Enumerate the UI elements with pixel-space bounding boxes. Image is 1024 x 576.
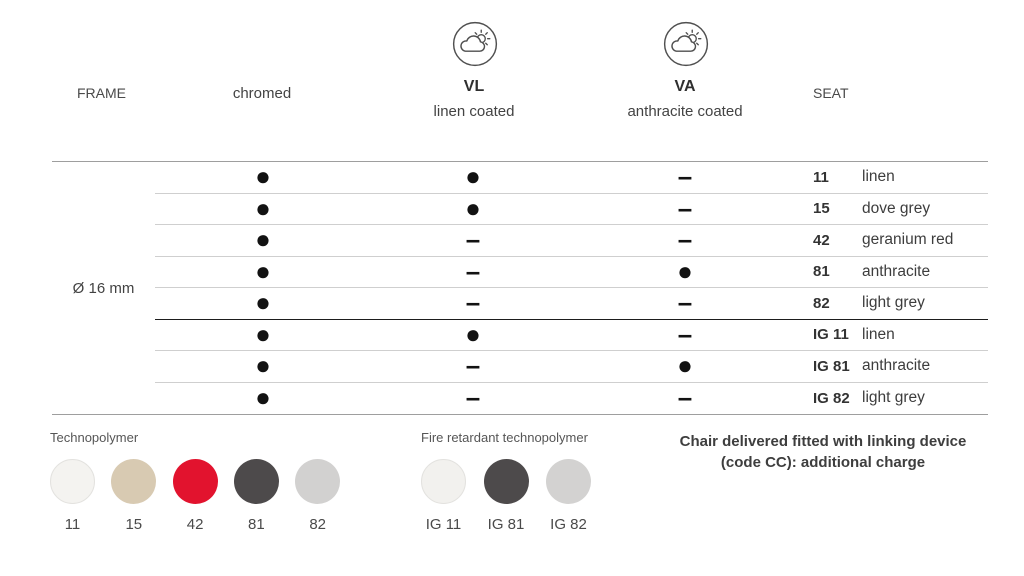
table-row-15: ● ● – 15 dove grey [155,192,988,225]
color-swatch [233,459,279,504]
va-availability-mark: – [677,192,693,223]
note-line-1: Chair delivered fitted with linking devi… [679,433,967,450]
vl-availability-mark: – [465,287,481,318]
vl-column-header: VL linen coated [434,78,515,120]
chromed-availability-mark: ● [255,318,271,349]
chromed-availability-mark: ● [255,224,271,255]
swatch-code: IG 81 [487,516,525,533]
vl-availability-mark: – [465,224,481,255]
linking-device-note: Chair delivered fitted with linking devi… [658,431,988,473]
color-swatch [483,459,529,504]
table-row-ig82: ● – – IG 82 light grey [155,383,988,415]
note-line-2: (code CC): additional charge [720,454,926,471]
swatch-item-82: 82 [295,459,341,533]
seat-color-name: linen [862,168,895,186]
va-availability-mark: – [677,161,693,192]
table-row-81: ● – ● 81 anthracite [155,255,988,288]
sun-behind-cloud-icon [663,21,709,67]
va-availability-mark: – [677,318,693,349]
table-row-42: ● – – 42 geranium red [155,225,988,257]
seat-color-name: linen [862,325,895,343]
color-swatch [50,459,95,504]
va-availability-mark: ● [677,255,693,286]
frame-column-header: FRAME [77,85,126,101]
seat-code: IG 11 [813,326,849,344]
seat-column-header: SEAT [813,85,849,101]
swatch-code: 42 [186,516,204,533]
swatch-item-ig82: IG 82 [546,459,591,533]
seat-color-name: anthracite [862,262,931,280]
swatch-item-ig81: IG 81 [483,459,529,533]
va-column-header: VA anthracite coated [627,78,742,120]
table-row-82: ● – – 82 light grey [155,288,988,320]
seat-code: 82 [813,294,830,312]
vl-availability-mark: ● [465,161,481,192]
vl-description: linen coated [433,103,515,120]
swatch-item-ig11: IG 11 [421,459,466,533]
seat-code: IG 82 [813,389,850,407]
vl-availability-mark: ● [465,192,481,223]
swatch-code: IG 11 [425,516,462,533]
chromed-availability-mark: ● [255,255,271,286]
chromed-availability-mark: ● [255,287,271,318]
swatch-item-11: 11 [50,459,95,533]
swatch-code: 82 [309,516,327,533]
vl-availability-mark: ● [465,318,481,349]
sun-behind-cloud-icon [452,21,498,67]
va-availability-mark: – [677,382,693,413]
swatch-code: 15 [125,516,143,533]
table-rows: ● ● – 11 linen ● ● – 15 dove grey ● – – … [155,162,988,414]
table-row-11: ● ● – 11 linen [155,162,988,194]
va-code: VA [674,78,696,95]
va-description: anthracite coated [627,103,743,120]
vl-availability-mark: – [465,350,481,381]
va-availability-mark: – [677,224,693,255]
seat-color-name: geranium red [862,231,954,249]
frame-diameter-label: Ø 16 mm [72,279,135,297]
color-swatch [546,459,591,504]
seat-code: 81 [813,263,830,281]
seat-color-name: dove grey [862,199,931,217]
seat-color-name: anthracite [862,357,931,375]
chromed-availability-mark: ● [255,382,271,413]
technopolymer-section: Technopolymer 11 15 42 81 82 [50,430,341,533]
technopolymer-swatches: 11 15 42 81 82 [50,459,341,533]
swatch-item-81: 81 [233,459,279,533]
swatch-code: 11 [64,516,81,533]
chromed-column-header: chromed [232,85,292,102]
color-swatch [111,459,157,504]
seat-code: 11 [813,168,829,186]
swatch-item-15: 15 [111,459,157,533]
technopolymer-title: Technopolymer [50,430,139,445]
vl-availability-mark: – [465,382,481,413]
color-swatch [172,459,218,504]
va-availability-mark: ● [677,350,693,381]
chromed-availability-mark: ● [255,161,271,192]
vl-availability-mark: – [465,255,481,286]
chromed-availability-mark: ● [255,350,271,381]
fire-retardant-title: Fire retardant technopolymer [421,430,588,445]
seat-code: 15 [813,200,830,218]
seat-code: 42 [813,231,830,249]
availability-table: Ø 16 mm ● ● – 11 linen ● ● – 15 dove gre… [52,161,988,415]
swatch-code: IG 82 [550,516,587,533]
table-row-ig11: ● ● – IG 11 linen [155,318,988,351]
fire-retardant-section: Fire retardant technopolymer IG 11 IG 81… [421,430,591,533]
vl-code: VL [463,78,485,95]
seat-code: IG 81 [813,357,850,375]
table-row-ig81: ● – ● IG 81 anthracite [155,351,988,383]
chromed-availability-mark: ● [255,192,271,223]
va-availability-mark: – [677,287,693,318]
fire-retardant-swatches: IG 11 IG 81 IG 82 [421,459,591,533]
color-swatch [295,459,341,504]
seat-color-name: light grey [862,294,925,312]
swatch-code: 81 [248,516,265,533]
swatch-item-42: 42 [172,459,218,533]
color-swatch [421,459,466,504]
seat-color-name: light grey [862,389,925,407]
